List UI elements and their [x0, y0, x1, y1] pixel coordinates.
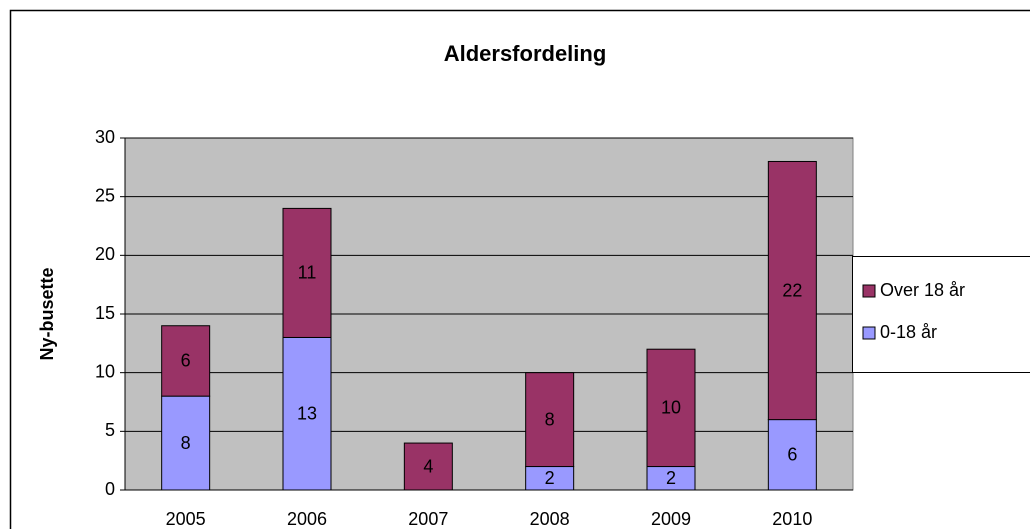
legend-label: 0-18 år [880, 322, 937, 342]
data-label: 2 [666, 468, 676, 488]
data-label: 6 [181, 351, 191, 371]
x-tick-label: 2005 [166, 509, 206, 529]
x-tick-label: 2007 [408, 509, 448, 529]
data-label: 8 [181, 433, 191, 453]
bar-segment [767, 419, 817, 491]
chart-title: Aldersfordeling [444, 41, 607, 66]
data-label: 13 [297, 403, 317, 423]
legend-swatch [862, 326, 876, 340]
y-tick-label: 10 [95, 361, 115, 381]
x-tick-label: 2009 [651, 509, 691, 529]
y-tick-label: 25 [95, 185, 115, 205]
y-tick-label: 30 [95, 127, 115, 147]
data-label: 22 [782, 280, 802, 300]
legend [852, 256, 1030, 373]
data-label: 6 [787, 445, 797, 465]
data-label: 8 [545, 409, 555, 429]
y-tick-label: 20 [95, 244, 115, 264]
bar-segment [767, 160, 817, 421]
y-tick-label: 15 [95, 303, 115, 323]
legend-label: Over 18 år [880, 280, 965, 300]
data-label: 11 [298, 263, 317, 283]
y-axis-label: Ny-busette [37, 267, 57, 360]
bar-segment [525, 372, 575, 468]
bar-segment [161, 325, 211, 397]
bar-segment [282, 336, 332, 491]
bar-segment [161, 395, 211, 491]
x-tick-label: 2010 [772, 509, 812, 529]
y-tick-label: 5 [105, 420, 115, 440]
data-label: 10 [661, 398, 681, 418]
bar-segment [646, 348, 696, 468]
data-label: 4 [423, 456, 433, 476]
data-label: 2 [545, 468, 555, 488]
bar-segment [282, 207, 332, 338]
legend-swatch [862, 284, 876, 298]
x-tick-label: 2006 [287, 509, 327, 529]
y-tick-label: 0 [105, 479, 115, 499]
x-tick-label: 2008 [530, 509, 570, 529]
